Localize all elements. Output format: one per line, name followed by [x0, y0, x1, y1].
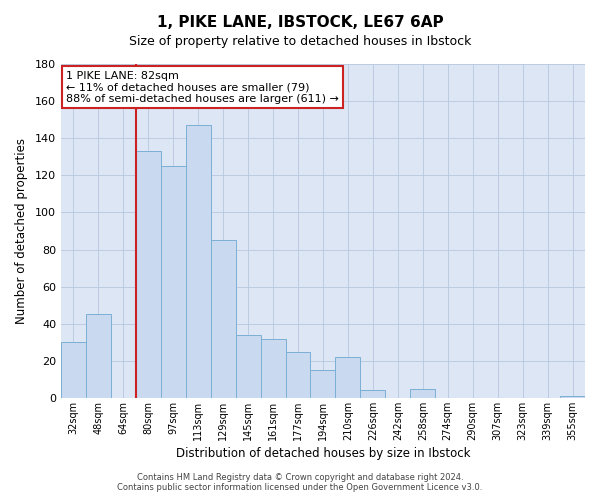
Bar [260, 338, 286, 398]
Bar [335, 357, 361, 398]
Bar [136, 151, 161, 398]
Text: 1, PIKE LANE, IBSTOCK, LE67 6AP: 1, PIKE LANE, IBSTOCK, LE67 6AP [157, 15, 443, 30]
Bar [86, 314, 111, 398]
X-axis label: Distribution of detached houses by size in Ibstock: Distribution of detached houses by size … [176, 447, 470, 460]
Bar [236, 335, 260, 398]
Bar [186, 125, 211, 398]
Bar [211, 240, 236, 398]
Text: Size of property relative to detached houses in Ibstock: Size of property relative to detached ho… [129, 35, 471, 48]
Bar [310, 370, 335, 398]
Bar [161, 166, 186, 398]
Bar [286, 352, 310, 398]
Y-axis label: Number of detached properties: Number of detached properties [15, 138, 28, 324]
Bar [560, 396, 585, 398]
Text: 1 PIKE LANE: 82sqm
← 11% of detached houses are smaller (79)
88% of semi-detache: 1 PIKE LANE: 82sqm ← 11% of detached hou… [66, 70, 339, 104]
Bar [410, 388, 435, 398]
Bar [361, 390, 385, 398]
Text: Contains HM Land Registry data © Crown copyright and database right 2024.
Contai: Contains HM Land Registry data © Crown c… [118, 473, 482, 492]
Bar [61, 342, 86, 398]
